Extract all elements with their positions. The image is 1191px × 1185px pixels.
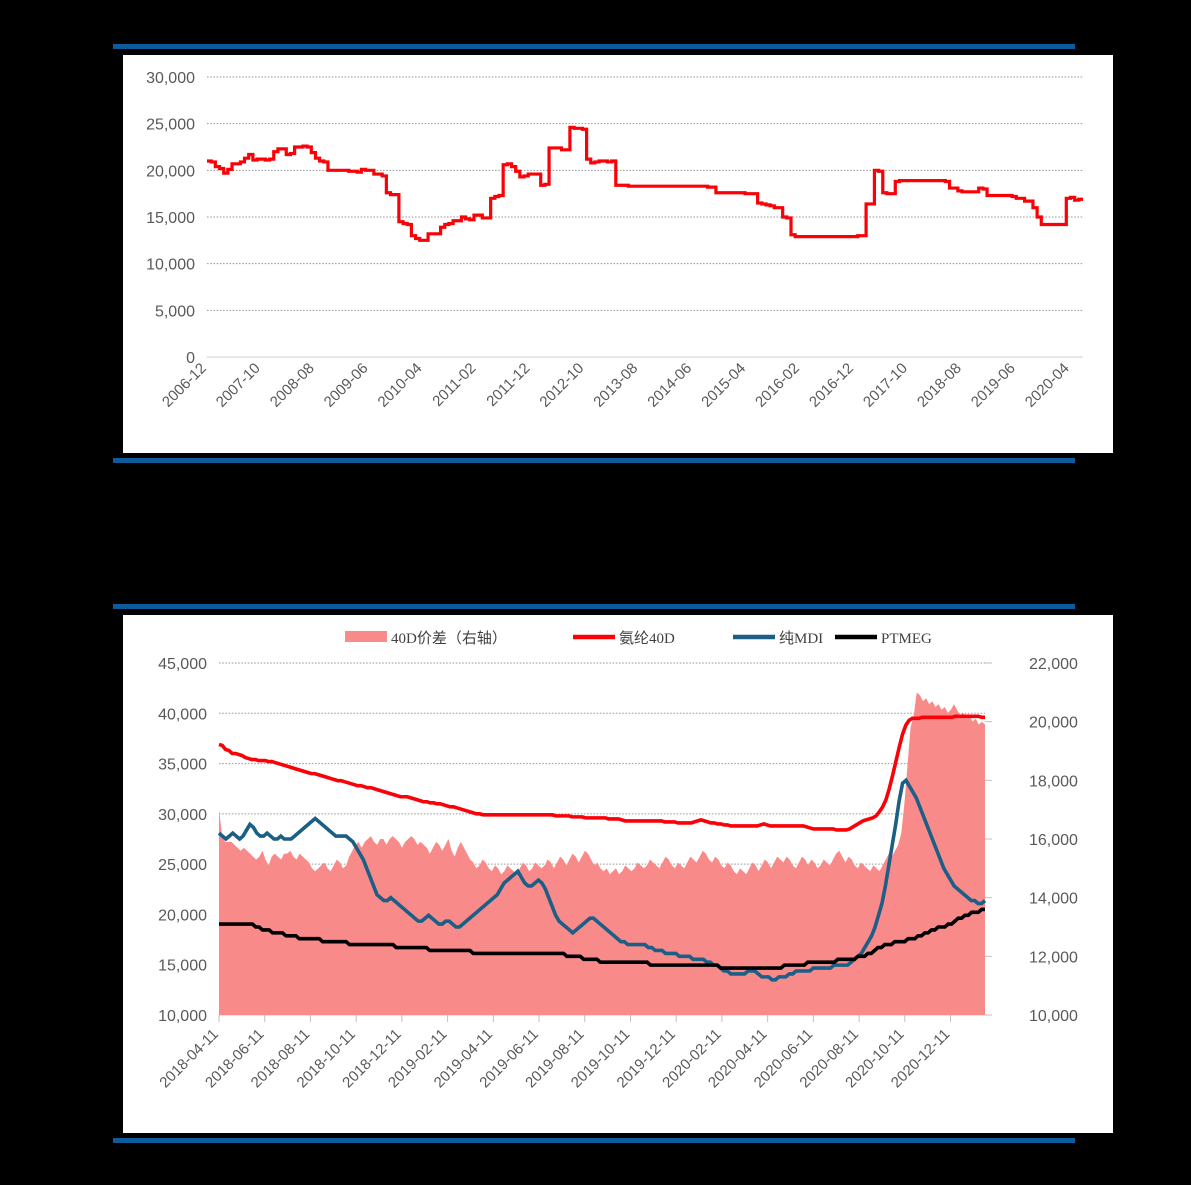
chart-1-x-tick: 2016-02 [752,360,803,411]
chart-panel-spandex-price-history: 0 5,000 10,000 15,000 20,000 25,000 30,000 2006… [123,55,1113,453]
chart-2-right-y-tick-label: 14,000 [1029,891,1078,908]
chart-2-legend: 40D价差（右轴） 氨纶40D 纯MDI PTMEG [345,630,932,647]
chart-1-x-tick: 2015-04 [698,360,749,411]
chart-1-x-tick-label: 2006-12 [159,360,210,411]
chart-1-x-tick-label: 2018-08 [914,360,965,411]
chart-2-left-y-tick-label: 25,000 [158,857,207,874]
chart-1-x-tick: 2006-12 [159,360,210,411]
chart-1-x-tick-label: 2016-12 [806,360,857,411]
chart-2-left-y-tick-label: 45,000 [158,656,207,673]
chart-2-left-y-tick-label: 30,000 [158,807,207,824]
chart-2-legend-label: 纯MDI [779,630,823,647]
chart-1-x-tick-label: 2007-10 [213,360,264,411]
chart-1-x-tick-label: 2011-02 [429,360,479,410]
chart-2-line-spandex-40d [218,714,985,832]
chart-1-x-tick: 2019-06 [968,360,1019,411]
chart-1-x-tick: 2011-12 [483,360,533,410]
chart-1-x-tick-label: 2015-04 [698,360,749,411]
chart-1-x-tick-label: 2008-08 [267,360,318,411]
chart-1-x-tick-label: 2013-08 [590,360,641,411]
chart-1-x-tick: 2010-04 [375,360,426,411]
chart-panel-spandex-spread-breakdown: 40D价差（右轴） 氨纶40D 纯MDI PTMEG 10,000 15,000 20,00… [123,615,1113,1133]
chart-1-x-tick-label: 2011-12 [483,360,533,410]
chart-1-series-spandex-40d [207,125,1083,242]
chart-1-x-tick: 2018-08 [914,360,965,411]
chart-1-y-tick-label: 0 [186,350,195,367]
chart-2-legend-label: 40D价差（右轴） [391,630,507,647]
chart-1-x-tick-label: 2009-06 [321,360,372,411]
chart-1-x-tick-label: 2016-02 [752,360,803,411]
chart-2-right-y-tick-label: 18,000 [1029,773,1078,790]
chart-2-line-ptmeg [219,907,985,970]
chart-2-right-y-tick-label: 10,000 [1029,1008,1078,1025]
chart-2-left-y-tick-label: 40,000 [158,706,207,723]
chart-2-right-y-tick-label: 20,000 [1029,715,1078,732]
chart-1-x-tick: 2017-10 [860,360,911,411]
chart-1-x-tick-label: 2010-04 [375,360,426,411]
chart-1-y-tick-label: 10,000 [146,257,195,274]
chart-1-x-tick: 2007-10 [213,360,264,411]
figure-2-top-rule [113,604,1075,609]
chart-1-x-tick: 2011-02 [429,360,479,410]
chart-1-canvas: 0 5,000 10,000 15,000 20,000 25,000 30,000 2006… [146,70,1083,411]
chart-1-x-tick: 2012-10 [536,360,587,411]
chart-1-x-tick: 2013-08 [590,360,641,411]
chart-1-y-tick-label: 15,000 [146,210,195,227]
chart-1-x-tick-label: 2014-06 [644,360,695,411]
chart-2-legend-label: PTMEG [881,631,932,647]
chart-1-x-tick-label: 2012-10 [536,360,587,411]
figure-1-bottom-rule [113,458,1075,463]
chart-1-y-tick-label: 5,000 [155,303,195,320]
chart-2-left-y-tick-label: 20,000 [158,907,207,924]
chart-2-left-y-tick-label: 10,000 [158,1008,207,1025]
chart-2-right-y-tick-label: 22,000 [1029,656,1078,673]
chart-2-canvas: 40D价差（右轴） 氨纶40D 纯MDI PTMEG 10,000 15,000 20,00… [156,630,1078,1091]
chart-1-x-tick-label: 2020-04 [1022,360,1073,411]
chart-2-area-spread-40d [219,692,985,1015]
chart-1-y-tick-label: 25,000 [146,117,195,134]
chart-2-legend-label: 氨纶40D [619,630,675,647]
figure-1-top-rule [113,44,1075,49]
chart-1-y-tick-label: 20,000 [146,163,195,180]
chart-1-x-tick-label: 2019-06 [968,360,1019,411]
chart-1-x-tick: 2016-12 [806,360,857,411]
chart-2-left-y-tick-label: 15,000 [158,958,207,975]
chart-2-right-y-tick-label: 12,000 [1029,949,1078,966]
chart-1-x-tick: 2020-04 [1022,360,1073,411]
chart-2-right-y-tick-label: 16,000 [1029,832,1078,849]
chart-1-y-tick-label: 30,000 [146,70,195,87]
figure-2-bottom-rule [113,1138,1075,1143]
chart-2-legend-swatch-spread[interactable] [345,631,387,642]
chart-1-x-tick-label: 2017-10 [860,360,911,411]
chart-1-x-tick: 2014-06 [644,360,695,411]
chart-2-left-y-tick-label: 35,000 [158,757,207,774]
chart-1-x-tick: 2009-06 [321,360,372,411]
chart-1-x-tick: 2008-08 [267,360,318,411]
